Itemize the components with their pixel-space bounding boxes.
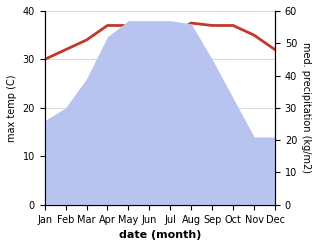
X-axis label: date (month): date (month) [119,230,201,240]
Y-axis label: max temp (C): max temp (C) [7,74,17,142]
Y-axis label: med. precipitation (kg/m2): med. precipitation (kg/m2) [301,42,311,173]
